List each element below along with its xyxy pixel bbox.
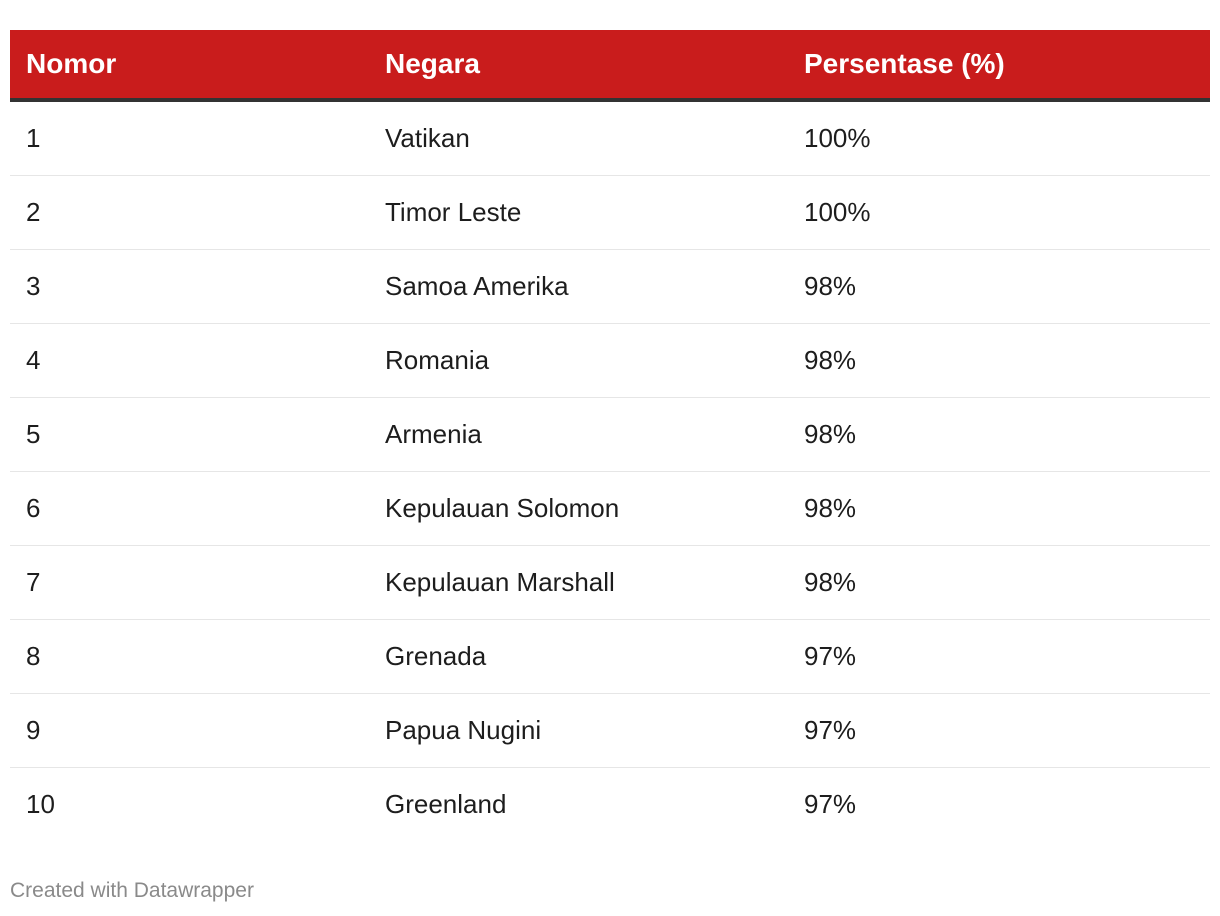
- cell-nomor: 9: [10, 693, 369, 768]
- cell-negara: Samoa Amerika: [369, 249, 788, 324]
- cell-nomor: 5: [10, 397, 369, 472]
- cell-negara: Kepulauan Solomon: [369, 471, 788, 546]
- cell-persentase: 97%: [788, 619, 1210, 694]
- cell-nomor: 7: [10, 545, 369, 620]
- cell-negara: Vatikan: [369, 100, 788, 176]
- cell-persentase: 98%: [788, 471, 1210, 546]
- cell-negara: Grenada: [369, 619, 788, 694]
- table-row: 9 Papua Nugini 97%: [10, 693, 1210, 768]
- cell-nomor: 2: [10, 175, 369, 250]
- cell-negara: Greenland: [385, 789, 507, 819]
- cell-negara: Armenia: [369, 397, 788, 472]
- cell-negara: Papua Nugini: [369, 693, 788, 768]
- table-body: 1 Vatikan 100% 2 Timor Leste 100% 3 Samo…: [10, 100, 1210, 841]
- table-row: 3 Samoa Amerika 98%: [10, 249, 1210, 324]
- cell-persentase: 98%: [788, 249, 1210, 324]
- table-header-row: Nomor Negara Persentase (%): [10, 30, 1210, 102]
- cell-persentase: 97%: [788, 693, 1210, 768]
- cell-nomor: 4: [10, 323, 369, 398]
- cell-persentase: 97%: [804, 789, 857, 819]
- data-table-container: Nomor Negara Persentase (%) 1 Vatikan 10…: [10, 30, 1210, 841]
- table-row: 1 Vatikan 100%: [10, 100, 1210, 176]
- table-row: 8 Grenada 97%: [10, 619, 1210, 694]
- cell-nomor: 10: [26, 789, 55, 819]
- column-header-persentase[interactable]: Persentase (%): [788, 30, 1210, 102]
- cell-persentase: 98%: [788, 397, 1210, 472]
- table-row: 7 Kepulauan Marshall 98%: [10, 545, 1210, 620]
- cell-persentase: 98%: [788, 323, 1210, 398]
- cell-persentase: 98%: [788, 545, 1210, 620]
- cell-negara: Timor Leste: [369, 175, 788, 250]
- table-row: 6 Kepulauan Solomon 98%: [10, 471, 1210, 546]
- table-row: 10 Greenland 97%: [10, 768, 1210, 842]
- table-row: 2 Timor Leste 100%: [10, 175, 1210, 250]
- cell-negara: Romania: [369, 323, 788, 398]
- cell-nomor: 1: [10, 100, 369, 176]
- cell-persentase: 100%: [788, 100, 1210, 176]
- column-header-nomor[interactable]: Nomor: [10, 30, 369, 102]
- cell-negara: Kepulauan Marshall: [369, 545, 788, 620]
- cell-nomor: 8: [10, 619, 369, 694]
- cell-nomor: 3: [10, 249, 369, 324]
- cell-nomor: 6: [10, 471, 369, 546]
- table-row: 5 Armenia 98%: [10, 397, 1210, 472]
- column-header-negara[interactable]: Negara: [369, 30, 788, 102]
- cell-persentase: 100%: [788, 175, 1210, 250]
- table-row: 4 Romania 98%: [10, 323, 1210, 398]
- data-table: Nomor Negara Persentase (%) 1 Vatikan 10…: [10, 30, 1210, 841]
- datawrapper-credit-link[interactable]: Created with Datawrapper: [10, 879, 254, 902]
